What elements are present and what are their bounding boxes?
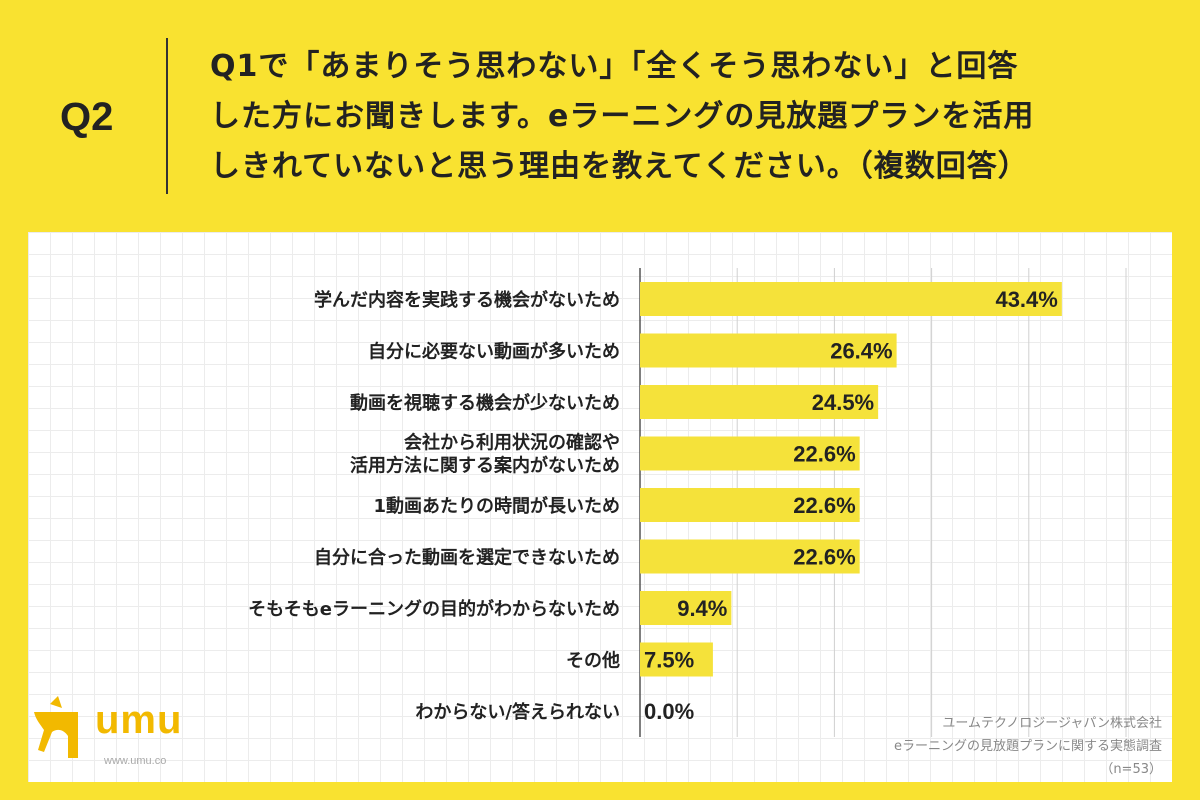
source-company: ユームテクノロジージャパン株式会社 (942, 716, 1162, 731)
data-label: 43.4% (995, 287, 1057, 312)
data-label: 22.6% (793, 442, 855, 467)
category-label: 1動画あたりの時間が長いため (373, 495, 620, 517)
question-label: Q2 (60, 95, 114, 139)
bar (640, 282, 1062, 316)
category-label: そもそもeラーニングの目的がわからないため (248, 598, 620, 620)
logo-wordmark: umu (95, 698, 183, 742)
question-line: した方にお聞きします。eラーニングの見放題プランを活用 (210, 99, 1035, 134)
question-line: しきれていないと思う理由を教えてください。（複数回答） (210, 149, 1029, 184)
source-survey: eラーニングの見放題プランに関する実態調査 (894, 739, 1162, 754)
category-label: 自分に合った動画を選定できないため (314, 547, 620, 569)
category-label: その他 (566, 650, 620, 672)
bar (640, 591, 732, 625)
sample-size: （n=53） (1100, 762, 1162, 777)
data-label: 7.5% (644, 648, 694, 673)
data-label: 24.5% (812, 390, 874, 415)
category-label: 活用方法に関する案内がないため (350, 455, 620, 477)
bar (640, 539, 860, 574)
category-label: わからない/答えられない (415, 701, 620, 723)
category-label: 動画を視聴する機会が少ないため (350, 392, 620, 414)
data-label: 26.4% (830, 339, 892, 364)
logo-url: www.umu.co (104, 755, 167, 767)
bar-chart: 43.4% 学んだ内容を実践する機会がないため 26.4% 自分に必要ない動画が多いた… (248, 268, 1127, 737)
data-label: 22.6% (793, 545, 855, 570)
data-label: 0.0% (644, 699, 694, 724)
category-label: 学んだ内容を実践する機会がないため (314, 289, 620, 311)
data-label: 22.6% (793, 493, 855, 518)
bar (640, 333, 897, 368)
category-label: 会社から利用状況の確認や (404, 432, 620, 454)
chart-panel: 43.4% 学んだ内容を実践する機会がないため 26.4% 自分に必要ない動画が多いた… (28, 232, 1172, 782)
bar (640, 642, 713, 677)
umu-logo-icon (34, 696, 78, 758)
bar (640, 385, 879, 419)
question-header: Q2 Q1で「あまりそう思わない」「全くそう思わない」と回答 した方にお聞きしま… (0, 0, 1200, 230)
data-label: 9.4% (677, 596, 727, 621)
category-label: 自分に必要ない動画が多いため (368, 341, 620, 363)
bar (640, 488, 860, 522)
question-text: Q1で「あまりそう思わない」「全くそう思わない」と回答 した方にお聞きします。e… (210, 42, 1170, 192)
bar (640, 436, 860, 471)
header-divider (166, 38, 168, 194)
question-line: Q1で「あまりそう思わない」「全くそう思わない」と回答 (210, 49, 1019, 84)
